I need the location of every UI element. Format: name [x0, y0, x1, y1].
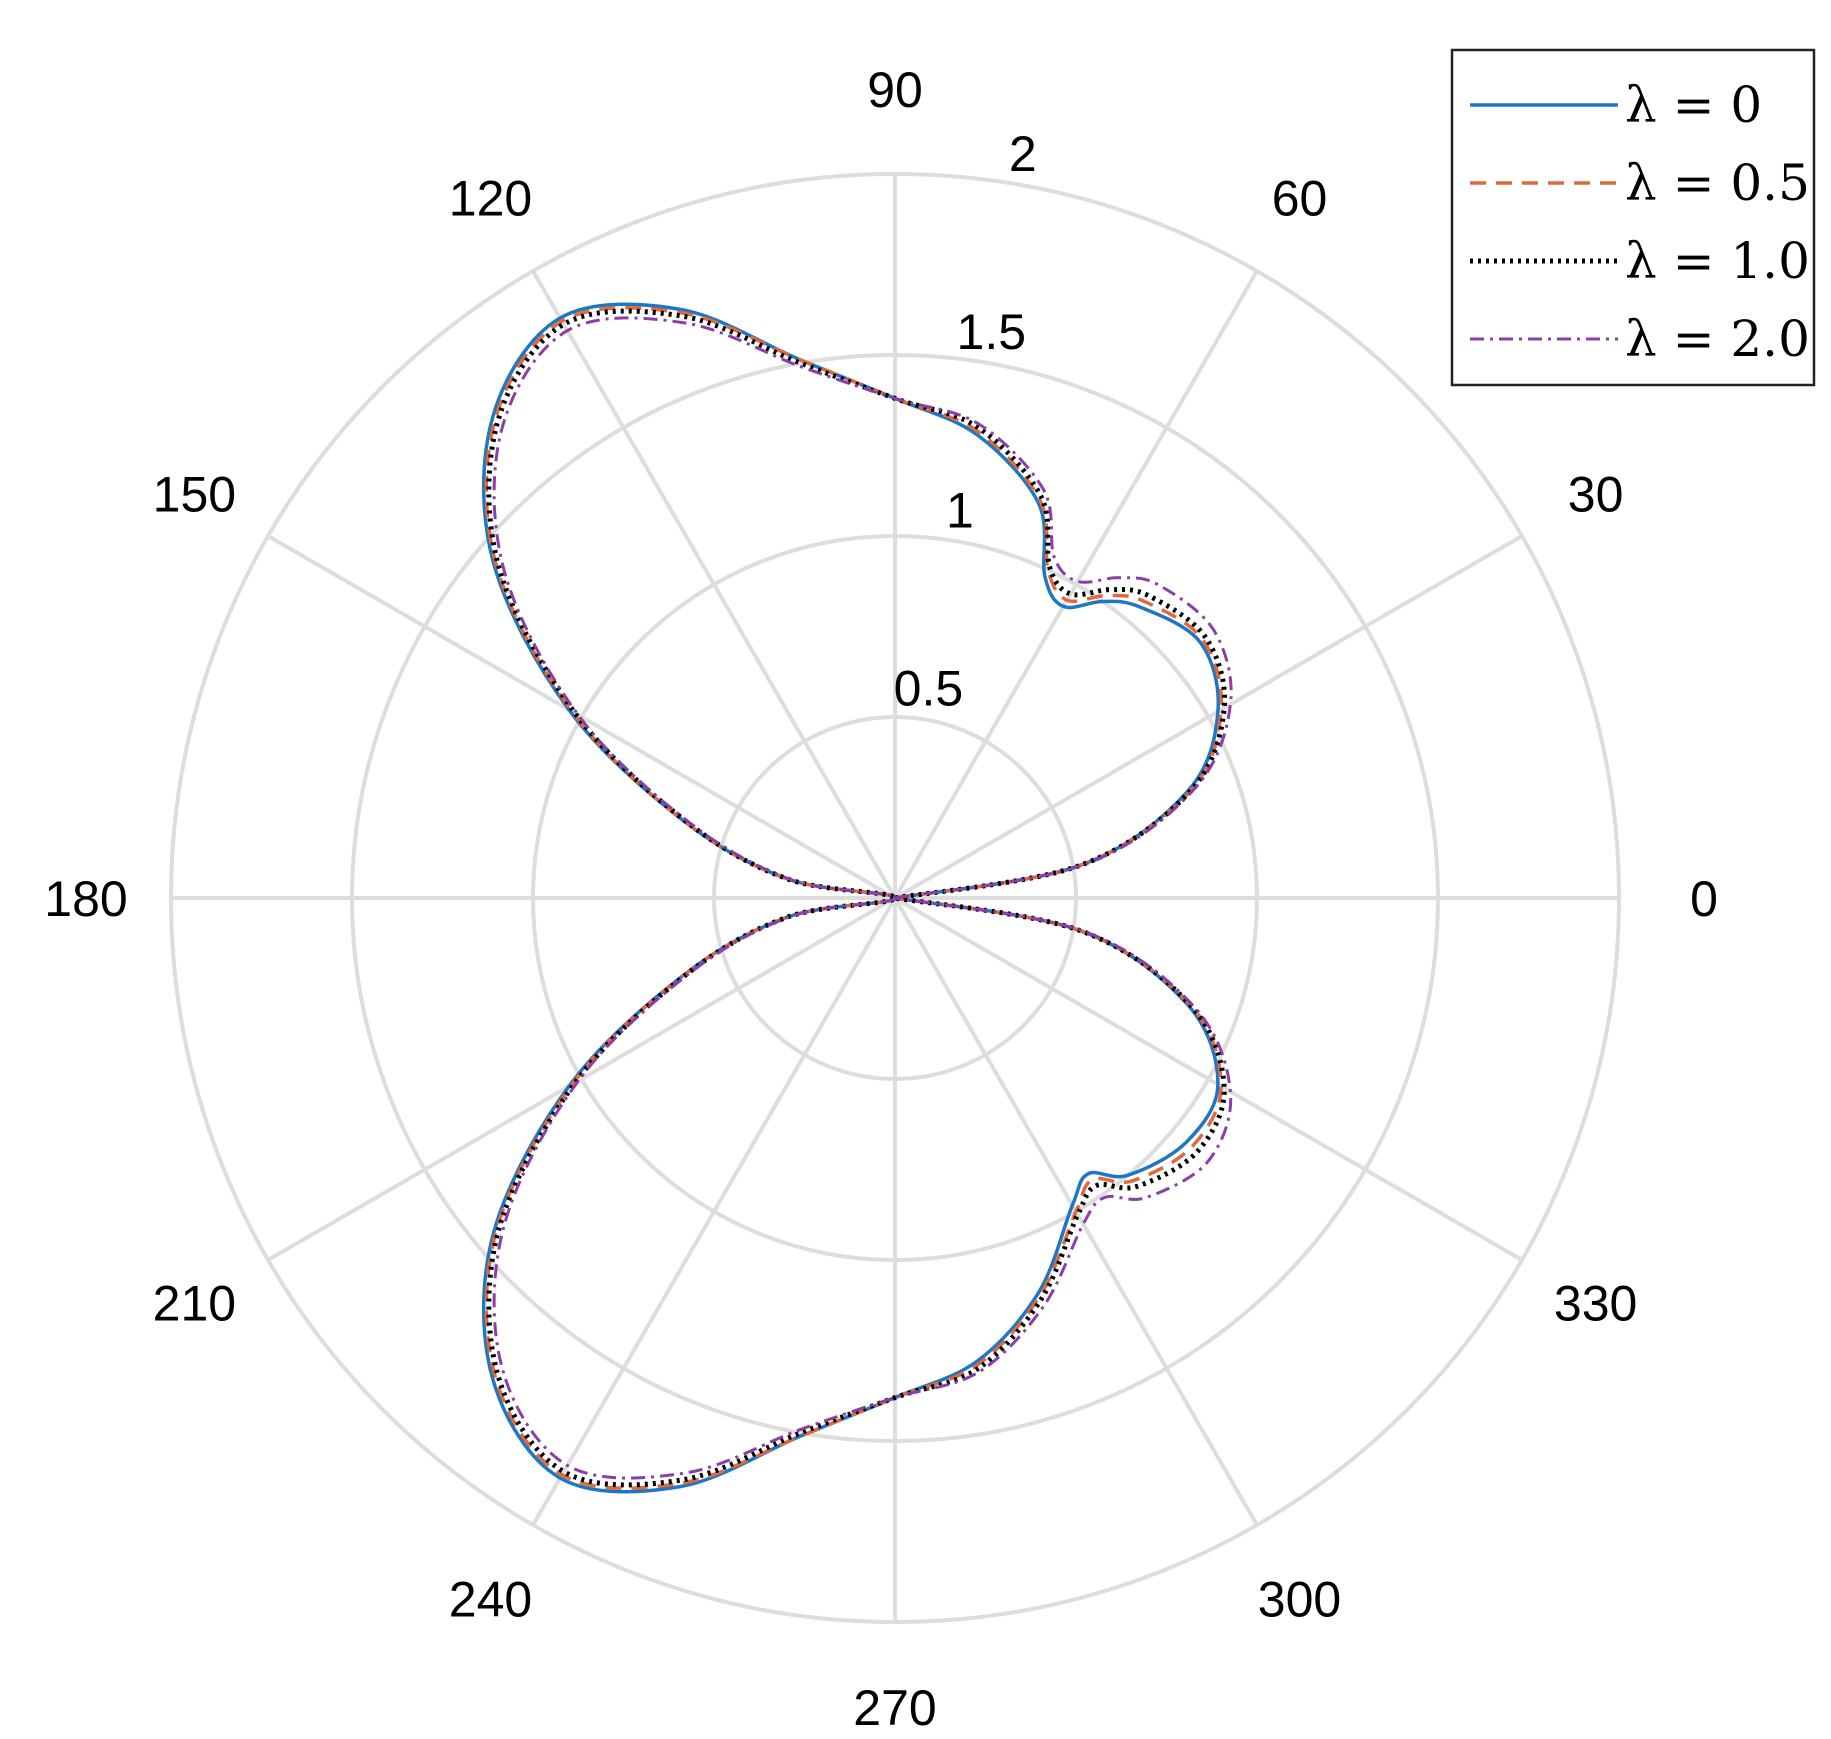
theta-tick-label: 120	[449, 170, 532, 226]
series-line	[492, 316, 1233, 1480]
series-layer	[481, 302, 1233, 1494]
legend: λ = 0 λ = 0.5 λ = 1.0 λ = 2.0	[1450, 48, 1816, 387]
theta-tick-label: 90	[867, 62, 923, 118]
r-tick-label: 0.5	[894, 661, 964, 717]
legend-label: λ = 1.0	[1625, 232, 1810, 290]
theta-tick-label: 210	[153, 1276, 236, 1332]
legend-label: λ = 2.0	[1625, 310, 1810, 368]
grid-spoke	[266, 896, 897, 1262]
r-tick-label: 1.5	[957, 304, 1027, 360]
grid-spoke	[531, 269, 897, 900]
theta-tick-label: 270	[853, 1680, 936, 1736]
grid-spoke	[893, 269, 1259, 900]
grid-spoke	[894, 534, 1524, 900]
polar-grid	[169, 172, 1621, 1624]
theta-tick-label: 180	[44, 871, 127, 927]
legend-label: λ = 0	[1625, 76, 1762, 134]
theta-tick-label: 240	[449, 1572, 532, 1628]
legend-label: λ = 0.5	[1625, 154, 1810, 212]
theta-tick-label: 30	[1568, 467, 1624, 523]
theta-tick-label: 60	[1272, 170, 1328, 226]
theta-tick-label: 150	[153, 467, 236, 523]
tick-labels: 0.5 1 1.5 2 0 30 60 90 120 150 180 210 240 270 300 330	[44, 62, 1718, 1736]
theta-tick-label: 330	[1554, 1276, 1637, 1332]
theta-tick-label: 300	[1258, 1572, 1341, 1628]
theta-tick-label: 0	[1690, 871, 1718, 927]
grid-spoke	[531, 897, 897, 1527]
series-line	[484, 306, 1224, 1490]
r-tick-label: 1	[946, 482, 974, 538]
grid-spoke	[894, 896, 1524, 1262]
r-tick-label: 2	[1009, 126, 1037, 182]
